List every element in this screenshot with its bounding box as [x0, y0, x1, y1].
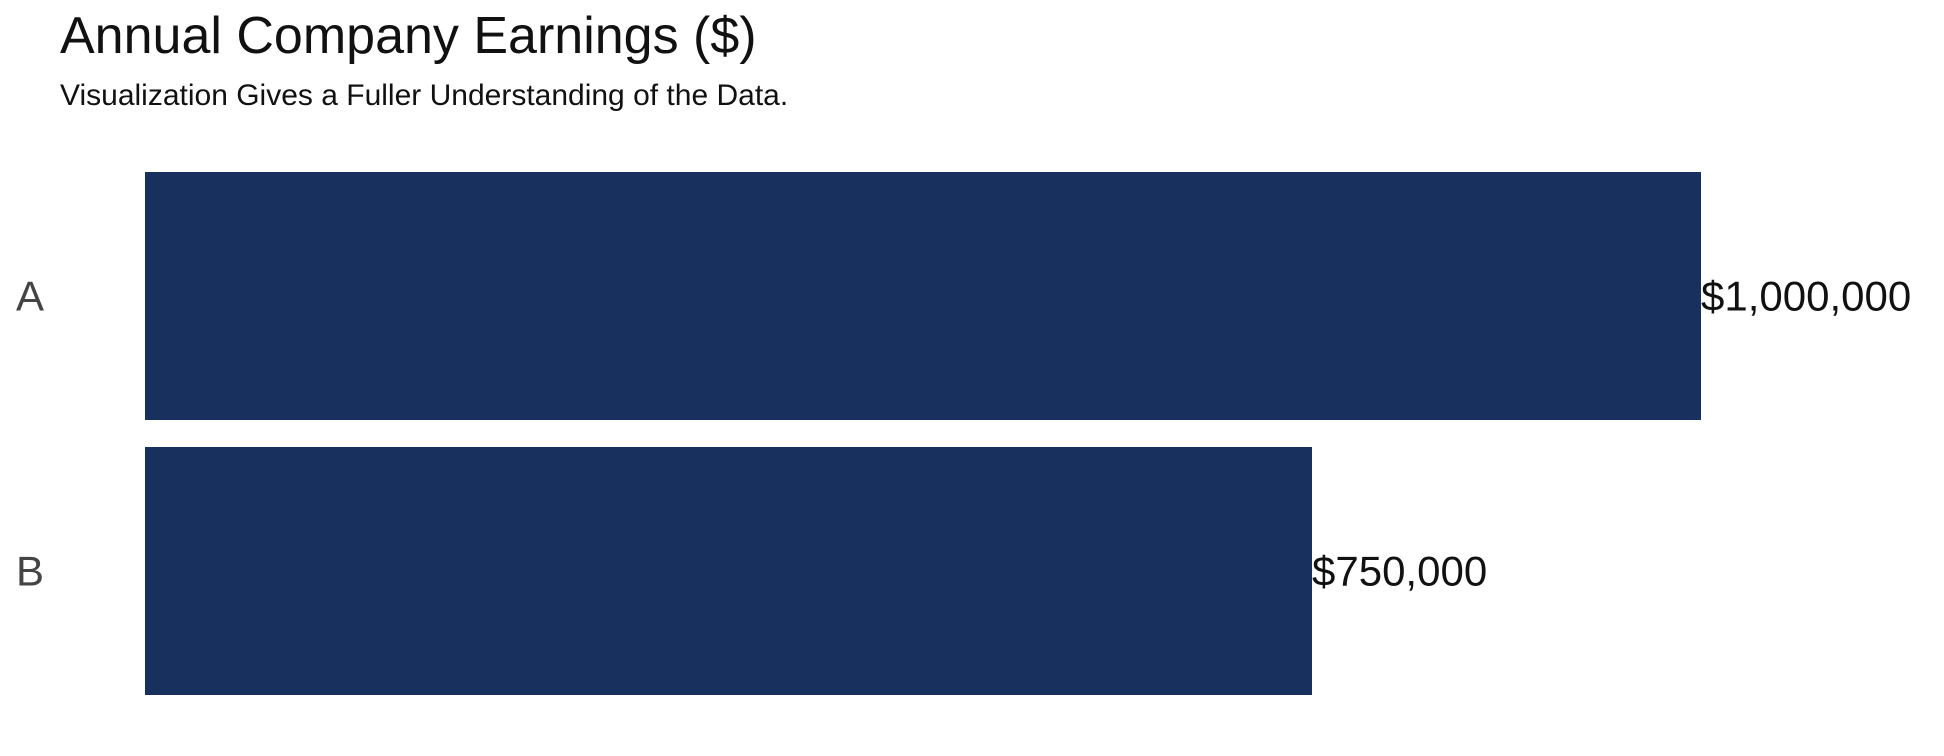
bar-a: [145, 172, 1701, 420]
chart-subtitle: Visualization Gives a Fuller Understandi…: [60, 79, 789, 112]
chart-title: Annual Company Earnings ($): [60, 7, 757, 65]
bar-b: [145, 447, 1312, 695]
category-label-a: A: [16, 273, 44, 320]
data-label-a: $1,000,000: [1701, 273, 1911, 320]
data-label-b: $750,000: [1312, 548, 1487, 595]
category-label-b: B: [16, 548, 44, 595]
